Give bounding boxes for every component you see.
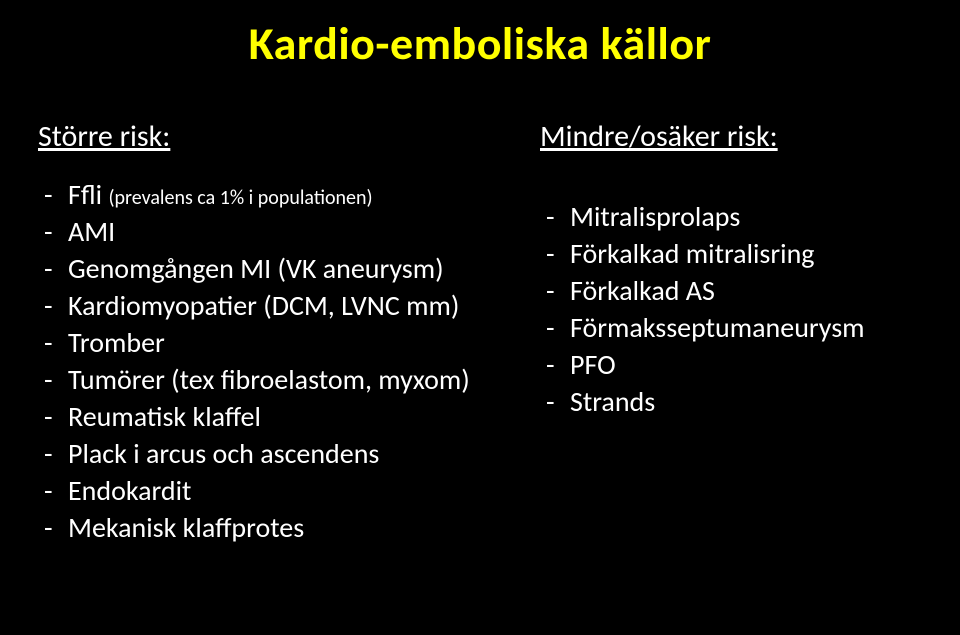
list-item-text: Tumörer (tex fibroelastom, myxom) (68, 362, 470, 397)
list-item-text: Kardiomyopatier (DCM, LVNC mm) (68, 288, 459, 323)
list-item: Genomgången MI (VK aneurysm) (38, 251, 498, 288)
list-item: Endokardit (38, 473, 498, 510)
left-heading: Större risk: (38, 118, 498, 155)
list-item-text: Genomgången MI (VK aneurysm) (68, 251, 444, 286)
list-item: Reumatisk klaffel (38, 399, 498, 436)
list-item: Ffli (prevalens ca 1% i populationen) (38, 177, 498, 214)
list-item: Tumörer (tex fibroelastom, myxom) (38, 362, 498, 399)
list-item-paren: (prevalens ca 1% i populationen) (108, 186, 372, 210)
right-list: Mitralisprolaps Förkalkad mitralisring F… (540, 199, 940, 421)
list-item: Mekanisk klaffprotes (38, 510, 498, 547)
right-heading: Mindre/osäker risk: (540, 118, 940, 155)
list-item: Förkalkad mitralisring (540, 236, 940, 273)
list-item-text: Tromber (68, 325, 165, 360)
list-item-text: AMI (68, 214, 115, 249)
list-item: Kardiomyopatier (DCM, LVNC mm) (38, 288, 498, 325)
left-column: Större risk: Ffli (prevalens ca 1% i pop… (38, 118, 498, 547)
list-item-text: Förkalkad mitralisring (570, 236, 814, 271)
spacer (540, 177, 940, 199)
list-item: Tromber (38, 325, 498, 362)
list-item: Strands (540, 384, 940, 421)
list-item: AMI (38, 214, 498, 251)
list-item-text: Förkalkad AS (570, 273, 715, 308)
left-list: Ffli (prevalens ca 1% i populationen) AM… (38, 177, 498, 547)
list-item: Mitralisprolaps (540, 199, 940, 236)
list-item-text: Mekanisk klaffprotes (68, 510, 304, 545)
list-item: Plack i arcus och ascendens (38, 436, 498, 473)
list-item-text: Mitralisprolaps (570, 199, 740, 234)
list-item-text: Förmaksseptumaneurysm (570, 310, 865, 345)
list-item: PFO (540, 347, 940, 384)
list-item-text: Strands (570, 384, 655, 419)
slide: Kardio-emboliska källor Större risk: Ffl… (0, 0, 960, 635)
list-item: Förkalkad AS (540, 273, 940, 310)
list-item-text: PFO (570, 347, 616, 382)
list-item-text: Ffli (68, 177, 108, 212)
right-column: Mindre/osäker risk: Mitralisprolaps Förk… (540, 118, 940, 421)
list-item: Förmaksseptumaneurysm (540, 310, 940, 347)
list-item-text: Endokardit (68, 473, 191, 508)
list-item-text: Reumatisk klaffel (68, 399, 261, 434)
list-item-text: Plack i arcus och ascendens (68, 436, 379, 471)
slide-title: Kardio-emboliska källor (0, 16, 960, 72)
